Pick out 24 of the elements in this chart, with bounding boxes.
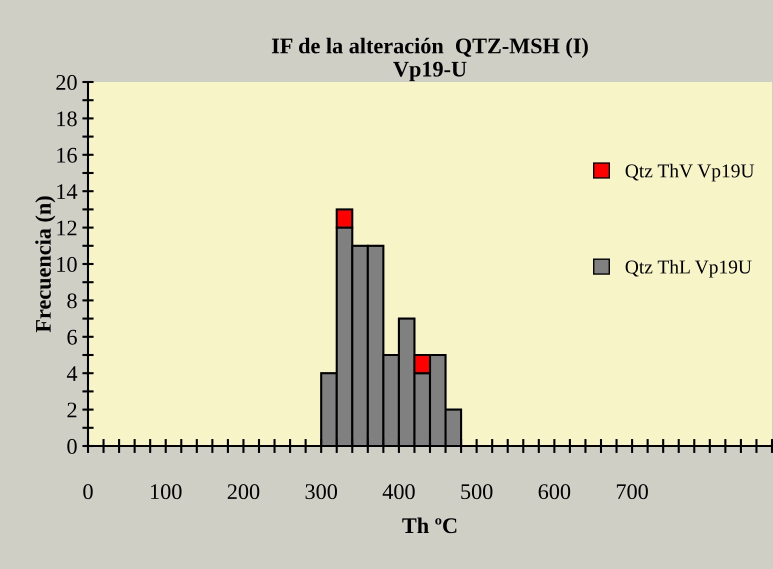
y-tick-label: 18 <box>57 111 77 126</box>
y-tick-label: 16 <box>57 148 77 163</box>
y-tick-label: 0 <box>67 438 77 454</box>
y-tick-label: 6 <box>67 330 77 345</box>
x-tick-label: 300 <box>306 484 337 500</box>
y-tick-label: 20 <box>56 74 77 90</box>
y-tick-label: 4 <box>66 366 78 381</box>
x-tick-label: 700 <box>616 484 648 500</box>
legend-label: Qtz ThL Vp19U <box>626 260 752 278</box>
x-tick-label: 600 <box>538 484 570 500</box>
x-tick-label: 0 <box>83 484 93 500</box>
y-tick-label: 8 <box>67 293 77 308</box>
y-tick-label: 14 <box>57 184 78 199</box>
legend-label: Qtz ThV Vp19U <box>626 164 754 182</box>
x-axis-title: Th ºC <box>402 518 456 534</box>
y-tick-label: 12 <box>57 220 76 236</box>
chart-title: IF de la alteración QTZ-MSH (I) Vp19-U <box>272 38 588 82</box>
x-tick-label: 100 <box>151 484 182 500</box>
x-tick-label: 400 <box>382 484 415 500</box>
y-tick-label: 2 <box>67 402 76 418</box>
y-tick-label: 10 <box>57 256 77 272</box>
y-axis-title: Frecuencia (n) <box>35 196 56 332</box>
x-tick-label: 500 <box>461 484 492 500</box>
x-tick-label: 200 <box>228 484 260 500</box>
